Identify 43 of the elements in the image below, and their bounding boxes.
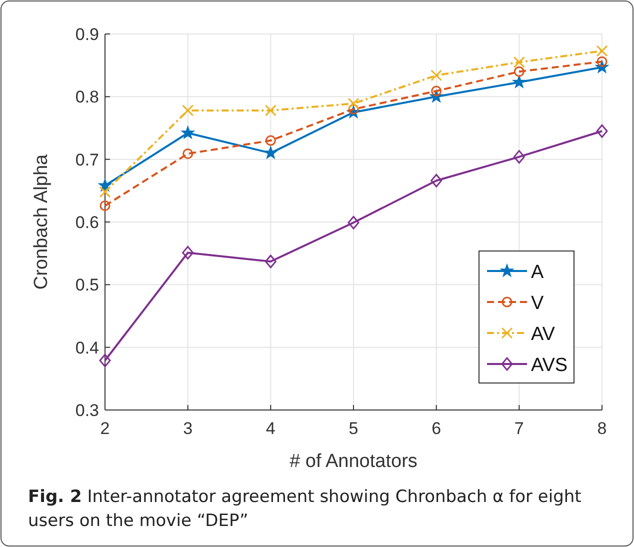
y-axis-title: Cronbach Alpha <box>31 154 52 290</box>
point <box>514 66 524 77</box>
point <box>348 216 360 230</box>
point <box>264 104 276 116</box>
legend-label: AV <box>531 324 556 345</box>
y-tick-label: 0.5 <box>75 276 99 295</box>
y-tick-label: 0.8 <box>75 88 99 107</box>
point <box>264 254 276 268</box>
x-tick-label: 8 <box>597 419 607 438</box>
point <box>596 45 608 57</box>
x-tick-label: 6 <box>432 419 442 438</box>
caption: Fig. 2 Inter-annotator agreement showing Chronbach α for eight users on the movie “DEP” <box>28 487 582 531</box>
point <box>596 124 608 138</box>
point <box>348 98 360 110</box>
y-tick-label: 0.6 <box>75 213 99 232</box>
legend-label: A <box>531 262 544 283</box>
point <box>98 178 112 192</box>
x-tick-label: 4 <box>266 419 276 438</box>
point <box>513 150 525 164</box>
point <box>181 126 194 139</box>
point <box>100 200 110 211</box>
legend-label: V <box>531 293 544 314</box>
point <box>182 148 194 159</box>
x-tick-label: 5 <box>348 419 358 438</box>
y-tick-label: 0.7 <box>75 150 99 170</box>
y-tick-label: 0.9 <box>75 25 99 44</box>
x-tick-label: 3 <box>183 419 193 438</box>
x-tick-label: 7 <box>514 419 524 438</box>
legend-label: AVS <box>531 355 568 376</box>
point <box>265 135 276 146</box>
y-tick-label: 0.3 <box>75 401 99 420</box>
x-axis-title: # of Annotators <box>290 451 418 472</box>
point <box>512 75 526 88</box>
point <box>430 70 442 82</box>
x-tick-label: 2 <box>100 419 110 438</box>
point <box>264 146 278 159</box>
point <box>430 174 442 188</box>
point <box>513 56 525 68</box>
point <box>99 354 111 368</box>
point <box>182 104 194 116</box>
y-tick-label: 0.4 <box>75 338 99 358</box>
point <box>99 186 111 198</box>
point <box>182 246 194 260</box>
